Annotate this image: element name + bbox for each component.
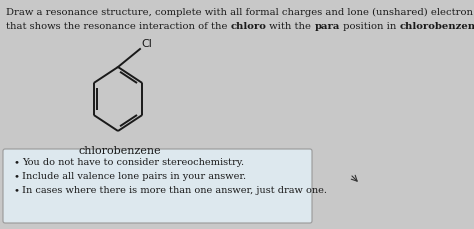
- Text: •: •: [14, 185, 20, 194]
- Text: para: para: [315, 22, 340, 31]
- Text: with the: with the: [266, 22, 315, 31]
- Text: You do not have to consider stereochemistry.: You do not have to consider stereochemis…: [22, 157, 244, 166]
- Text: chlorobenzene: chlorobenzene: [79, 145, 161, 155]
- Text: chloro: chloro: [231, 22, 266, 31]
- Text: In cases where there is more than one answer, just draw one.: In cases where there is more than one an…: [22, 185, 327, 194]
- Text: position in: position in: [340, 22, 400, 31]
- Text: Include all valence lone pairs in your answer.: Include all valence lone pairs in your a…: [22, 171, 246, 180]
- Text: Draw a resonance structure, complete with all formal charges and lone (unshared): Draw a resonance structure, complete wit…: [6, 8, 474, 17]
- Text: •: •: [14, 157, 20, 166]
- Text: •: •: [14, 171, 20, 180]
- Text: chlorobenzene: chlorobenzene: [400, 22, 474, 31]
- Text: Cl: Cl: [141, 39, 152, 49]
- FancyBboxPatch shape: [3, 149, 312, 223]
- Text: that shows the resonance interaction of the: that shows the resonance interaction of …: [6, 22, 231, 31]
